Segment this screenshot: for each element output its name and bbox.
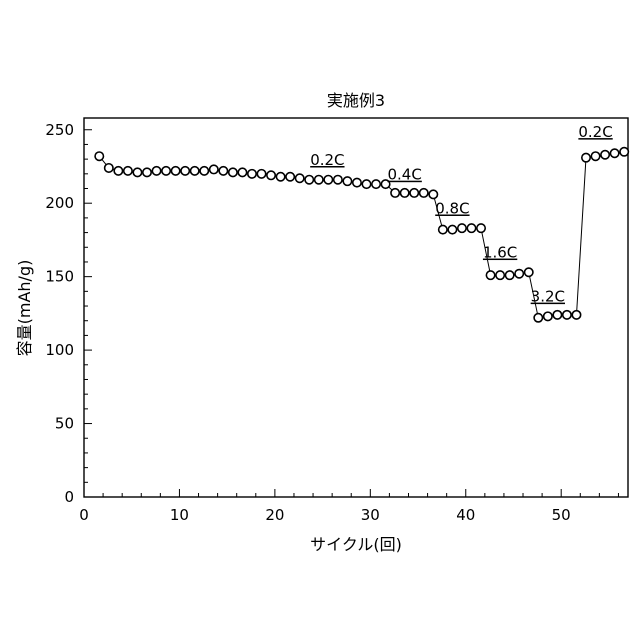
data-point bbox=[103, 162, 114, 173]
data-point bbox=[418, 187, 429, 198]
data-point bbox=[351, 177, 362, 188]
data-point bbox=[285, 171, 296, 182]
c-rate-label: 0.8C bbox=[435, 199, 469, 217]
data-point bbox=[227, 167, 238, 178]
data-point bbox=[256, 168, 267, 179]
c-rate-label: 3.2C bbox=[531, 288, 565, 306]
data-point bbox=[485, 270, 496, 281]
data-point bbox=[371, 179, 382, 190]
data-point bbox=[304, 174, 315, 185]
x-tick-label: 50 bbox=[552, 506, 571, 524]
c-rate-label: 1.6C bbox=[483, 244, 517, 262]
data-point bbox=[581, 152, 592, 163]
data-point bbox=[447, 224, 458, 235]
y-tick-label: 100 bbox=[45, 341, 74, 359]
y-tick-label: 150 bbox=[45, 268, 74, 286]
data-point bbox=[246, 168, 257, 179]
data-point bbox=[571, 309, 582, 320]
y-tick-label: 250 bbox=[45, 121, 74, 139]
data-point bbox=[332, 174, 343, 185]
data-point bbox=[609, 148, 620, 159]
data-point bbox=[266, 170, 277, 181]
data-point bbox=[218, 165, 229, 176]
c-rate-label: 0.4C bbox=[388, 166, 422, 184]
data-point bbox=[619, 146, 630, 157]
x-tick-label: 40 bbox=[456, 506, 475, 524]
x-tick-label: 20 bbox=[265, 506, 284, 524]
data-point bbox=[113, 165, 124, 176]
data-point bbox=[552, 309, 563, 320]
data-point bbox=[600, 149, 611, 160]
data-point bbox=[342, 176, 353, 187]
data-point bbox=[199, 165, 210, 176]
data-point bbox=[409, 187, 420, 198]
data-point bbox=[189, 165, 200, 176]
data-point bbox=[122, 165, 133, 176]
data-point bbox=[161, 165, 172, 176]
plot-area: 0 10 20 30 40 50 0 50 100 150 200 250 0.2C 0.4C 0.8C 1.… bbox=[45, 117, 630, 524]
y-axis-title: 容量(mAh/g) bbox=[15, 260, 34, 357]
data-point bbox=[514, 268, 525, 279]
data-point bbox=[561, 309, 572, 320]
data-point bbox=[132, 167, 143, 178]
data-point bbox=[466, 223, 477, 234]
x-tick-label: 30 bbox=[361, 506, 380, 524]
data-point bbox=[504, 270, 515, 281]
data-point bbox=[208, 164, 219, 175]
data-point bbox=[294, 173, 305, 184]
data-point bbox=[180, 165, 191, 176]
x-axis-title: サイクル(回) bbox=[310, 535, 402, 554]
chart-title: 実施例3 bbox=[327, 91, 385, 110]
data-point bbox=[542, 311, 553, 322]
data-point bbox=[476, 223, 487, 234]
x-tick-label: 0 bbox=[79, 506, 89, 524]
data-point bbox=[323, 174, 334, 185]
data-point bbox=[361, 179, 372, 190]
data-point bbox=[456, 223, 467, 234]
y-tick-label: 200 bbox=[45, 194, 74, 212]
data-point bbox=[428, 189, 439, 200]
data-point bbox=[390, 187, 401, 198]
data-point bbox=[275, 171, 286, 182]
data-point bbox=[590, 151, 601, 162]
data-point bbox=[313, 174, 324, 185]
data-point bbox=[533, 312, 544, 323]
data-point bbox=[94, 151, 105, 162]
data-point bbox=[237, 167, 248, 178]
data-point bbox=[380, 179, 391, 190]
data-point bbox=[399, 187, 410, 198]
data-point bbox=[437, 224, 448, 235]
c-rate-label: 0.2C bbox=[310, 151, 344, 169]
c-rate-label: 0.2C bbox=[578, 123, 612, 141]
y-tick-label: 50 bbox=[55, 415, 74, 433]
data-point bbox=[523, 267, 534, 278]
data-point bbox=[495, 270, 506, 281]
data-point bbox=[141, 167, 152, 178]
y-tick-label: 0 bbox=[64, 488, 74, 506]
x-tick-label: 10 bbox=[170, 506, 189, 524]
plot-frame bbox=[83, 117, 629, 498]
data-point bbox=[151, 165, 162, 176]
data-point bbox=[170, 165, 181, 176]
